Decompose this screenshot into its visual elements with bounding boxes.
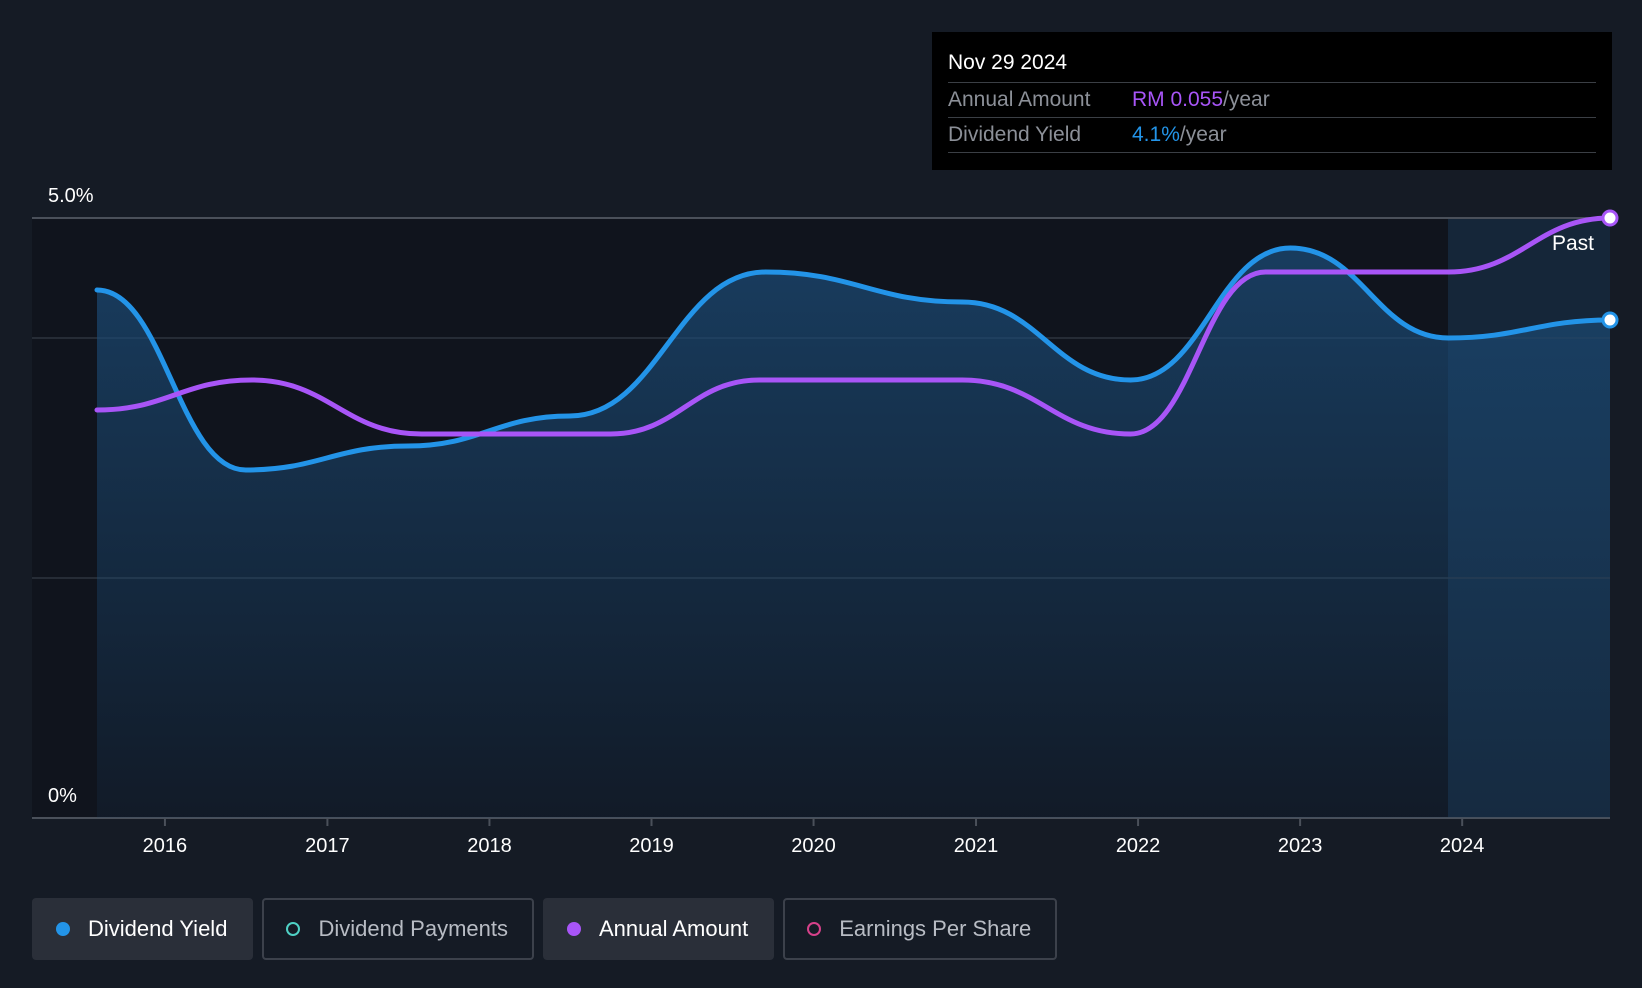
tooltip-date: Nov 29 2024	[948, 48, 1596, 83]
legend-dividend-payments[interactable]: Dividend Payments	[262, 898, 534, 960]
tooltip-yield-value: 4.1%	[1132, 123, 1180, 146]
legend-dividend-payments-label: Dividend Payments	[318, 916, 508, 941]
legend-earnings-per-share-label: Earnings Per Share	[839, 916, 1032, 941]
earnings-per-share-dot-icon	[807, 922, 822, 936]
x-tick-label: 2018	[467, 835, 512, 857]
x-tick-label: 2019	[629, 835, 674, 857]
annual-amount-dot-icon	[566, 922, 581, 936]
past-label: Past	[1552, 232, 1594, 255]
tooltip-annual-unit: /year	[1223, 88, 1270, 111]
legend-earnings-per-share[interactable]: Earnings Per Share	[783, 898, 1058, 960]
x-tick-label: 2016	[143, 835, 188, 857]
annual-amount-line	[94, 215, 1613, 437]
x-tick-label: 2020	[791, 835, 836, 857]
dividend-yield-dot-icon	[56, 922, 70, 936]
tooltip: Nov 29 2024 Annual Amount RM 0.055 /year…	[932, 32, 1612, 170]
dividend-yield-line	[94, 245, 1613, 473]
x-tick-label: 2021	[954, 835, 999, 857]
x-tick-label: 2022	[1116, 835, 1161, 857]
tooltip-annual-value: RM 0.055	[1132, 88, 1224, 111]
legend-dividend-yield[interactable]: Dividend Yield	[32, 898, 254, 960]
dividend-payments-dot-icon	[286, 922, 301, 936]
tooltip-annual-row: Annual Amount RM 0.055 /year	[948, 83, 1596, 118]
legend-annual-amount[interactable]: Annual Amount	[542, 898, 775, 960]
x-tick-label: 2023	[1278, 835, 1323, 857]
legend-annual-amount-label: Annual Amount	[598, 916, 749, 941]
x-tick-label: 2017	[305, 835, 350, 857]
y-tick-label: 5.0%	[48, 185, 94, 207]
annual-amount-end-marker[interactable]	[1601, 209, 1619, 227]
tooltip-yield-label: Dividend Yield	[948, 123, 1082, 146]
x-tick-label: 2024	[1440, 835, 1485, 857]
legend: Dividend Yield Dividend Payments Annual …	[32, 898, 1058, 960]
tooltip-yield-row: Dividend Yield 4.1% /year	[948, 118, 1596, 153]
tooltip-yield-unit: /year	[1179, 123, 1227, 146]
dividend-yield-end-marker[interactable]	[1601, 311, 1619, 329]
tooltip-annual-label: Annual Amount	[948, 88, 1091, 111]
legend-dividend-yield-label: Dividend Yield	[88, 916, 228, 941]
y-tick-label: 0%	[48, 785, 77, 807]
dividend-yield-area	[97, 248, 1610, 818]
